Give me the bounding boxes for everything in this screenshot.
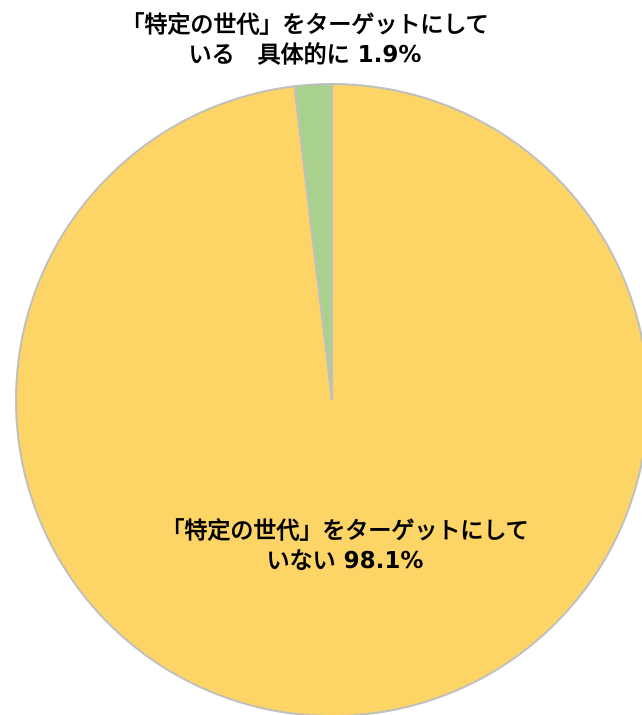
slice-label-not-targeting-line2: いない 98.1%: [266, 548, 424, 574]
pie-slice-not-targeting: [15, 82, 642, 715]
slice-label-targeting-line2: いる 具体的に 1.9%: [188, 42, 422, 68]
slice-label-not-targeting: 「特定の世代」をターゲットにして いない 98.1%: [130, 516, 560, 576]
slice-label-not-targeting-line1: 「特定の世代」をターゲットにして: [161, 518, 529, 544]
slice-label-targeting: 「特定の世代」をターゲットにして いる 具体的に 1.9%: [90, 10, 520, 70]
pie-slice-targeting: [293, 82, 333, 401]
slice-label-targeting-line1: 「特定の世代」をターゲットにして: [121, 12, 489, 38]
